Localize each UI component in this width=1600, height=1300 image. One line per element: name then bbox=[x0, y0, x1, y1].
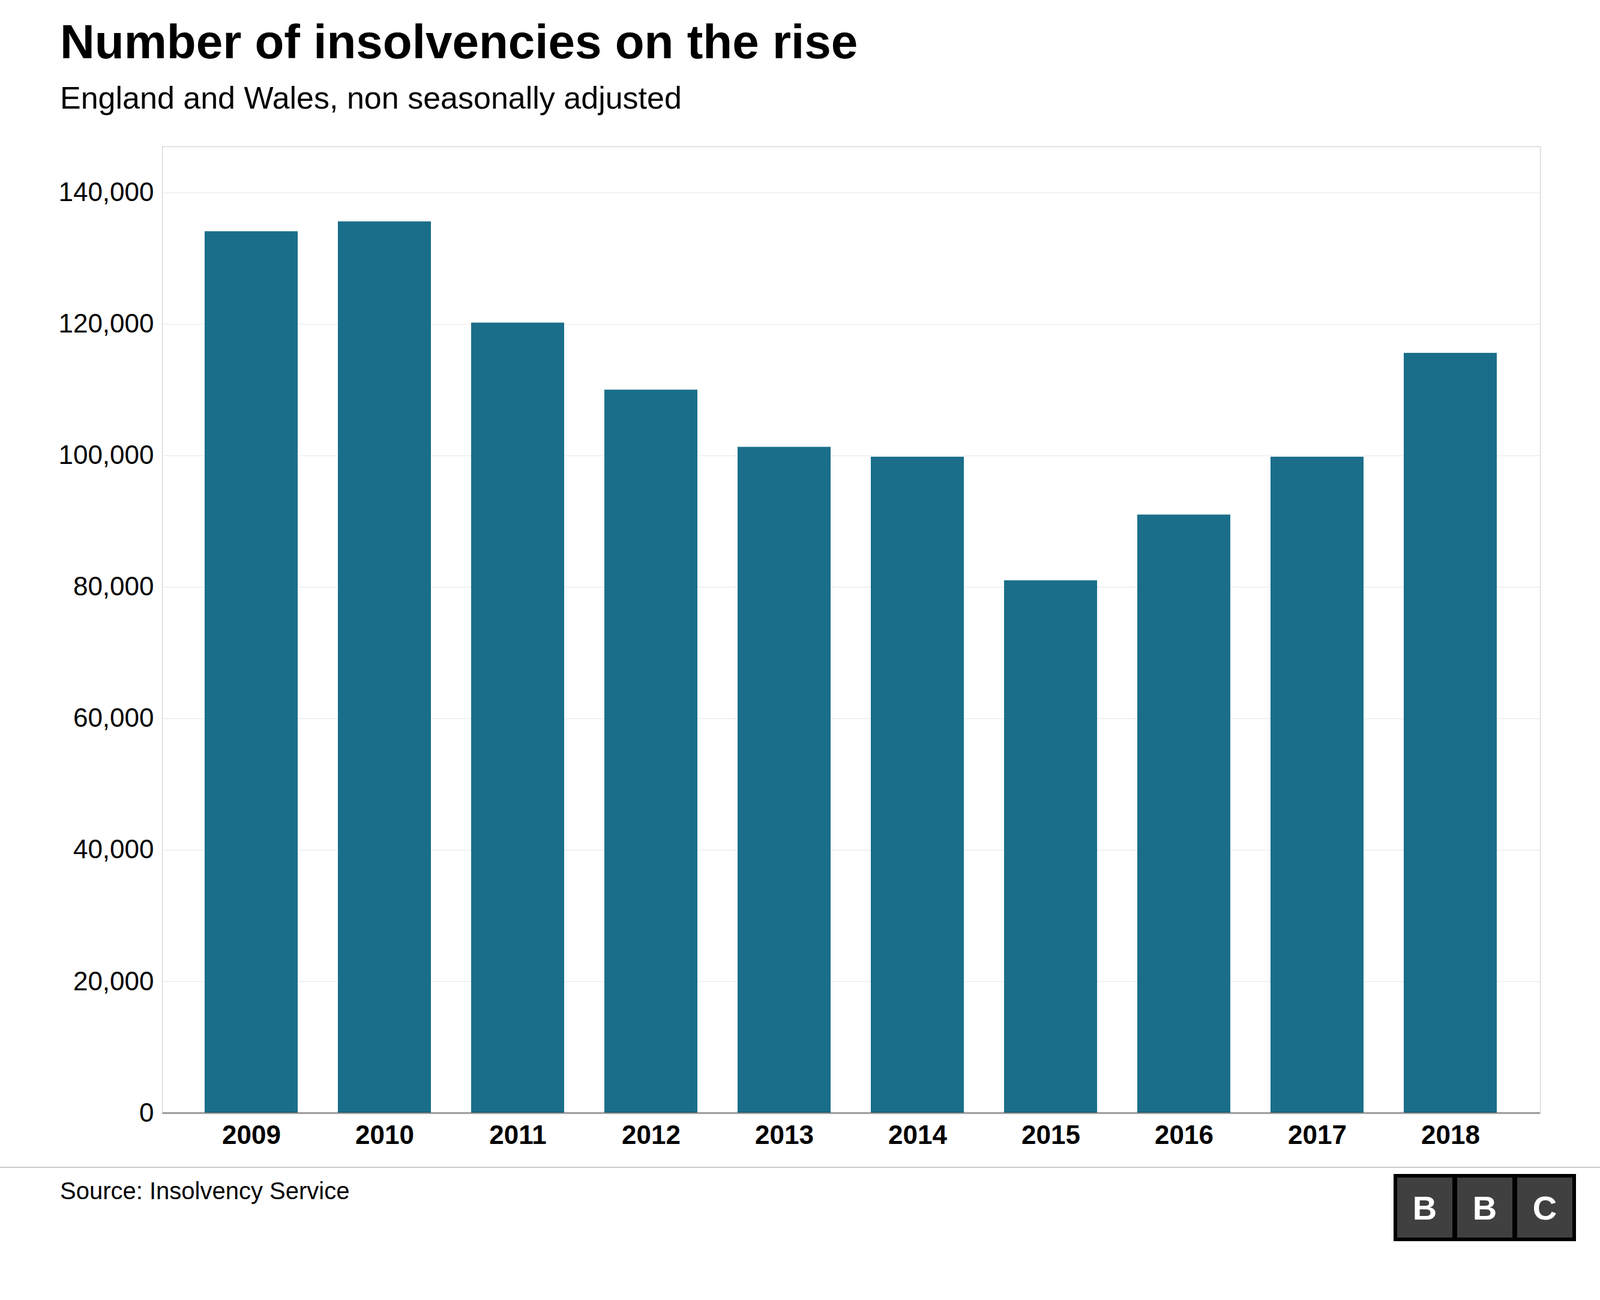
svg-text:100,000: 100,000 bbox=[58, 440, 154, 470]
svg-text:80,000: 80,000 bbox=[73, 571, 155, 602]
svg-text:120,000: 120,000 bbox=[58, 309, 154, 339]
svg-text:2011: 2011 bbox=[489, 1119, 547, 1150]
svg-text:2012: 2012 bbox=[621, 1119, 681, 1150]
svg-text:40,000: 40,000 bbox=[73, 834, 155, 865]
html-text:B: B bbox=[1472, 1188, 1497, 1227]
html-text:England and Wales, non seasona: England and Wales, non seasonally adjust… bbox=[60, 80, 682, 116]
svg-text:2010: 2010 bbox=[355, 1119, 415, 1150]
html-text:C: C bbox=[1532, 1188, 1557, 1227]
svg-text:140,000: 140,000 bbox=[58, 177, 154, 208]
svg-text:2014: 2014 bbox=[888, 1119, 948, 1150]
html-text:Source: Insolvency Service: Source: Insolvency Service bbox=[60, 1177, 350, 1205]
html-text:B: B bbox=[1412, 1188, 1437, 1227]
svg-text:2018: 2018 bbox=[1421, 1119, 1480, 1150]
svg-text:0: 0 bbox=[139, 1097, 154, 1128]
html-text:Number of insolvencies on the: Number of insolvencies on the rise bbox=[60, 15, 858, 69]
svg-text:2013: 2013 bbox=[754, 1119, 814, 1150]
svg-text:20,000: 20,000 bbox=[73, 966, 155, 996]
svg-text:2015: 2015 bbox=[1021, 1119, 1081, 1150]
svg-text:60,000: 60,000 bbox=[73, 703, 155, 733]
svg-text:2017: 2017 bbox=[1287, 1119, 1347, 1150]
svg-text:2009: 2009 bbox=[222, 1119, 281, 1150]
svg-text:2016: 2016 bbox=[1154, 1119, 1214, 1150]
